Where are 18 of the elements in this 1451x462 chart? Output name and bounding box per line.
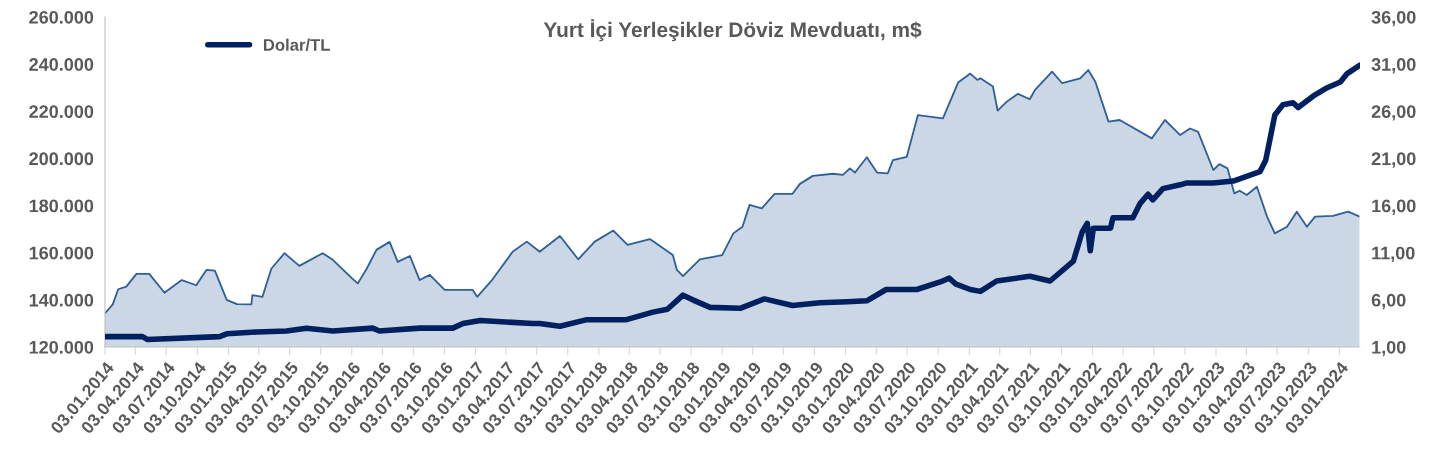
y-tick-label: 180.000 <box>29 199 94 213</box>
legend-label: Dolar/TL <box>263 38 330 52</box>
y2-tick-label: 21,00 <box>1371 152 1416 168</box>
chart-title: Yurt İçi Yerleşikler Döviz Mevduatı, m$ <box>543 19 922 42</box>
y-tick-label: 200.000 <box>29 152 94 166</box>
y-tick-label: 220.000 <box>29 105 94 119</box>
y-tick-label: 240.000 <box>29 58 94 71</box>
y2-tick-label: 1,00 <box>1372 340 1406 357</box>
y2-tick-label: 26,00 <box>1371 105 1416 121</box>
y2-tick-label: 31,00 <box>1371 58 1416 74</box>
y2-tick-label: 16,00 <box>1372 199 1416 215</box>
y2-tick-label: 36,00 <box>1371 10 1416 27</box>
y2-tick-label: 6,00 <box>1371 293 1406 310</box>
y-tick-label: 120.000 <box>29 340 94 354</box>
y-tick-label: 140.000 <box>29 293 94 307</box>
y-tick-label: 260.000 <box>29 10 94 24</box>
y2-tick-label: 11,00 <box>1372 246 1415 263</box>
y-tick-label: 160.000 <box>29 246 94 260</box>
